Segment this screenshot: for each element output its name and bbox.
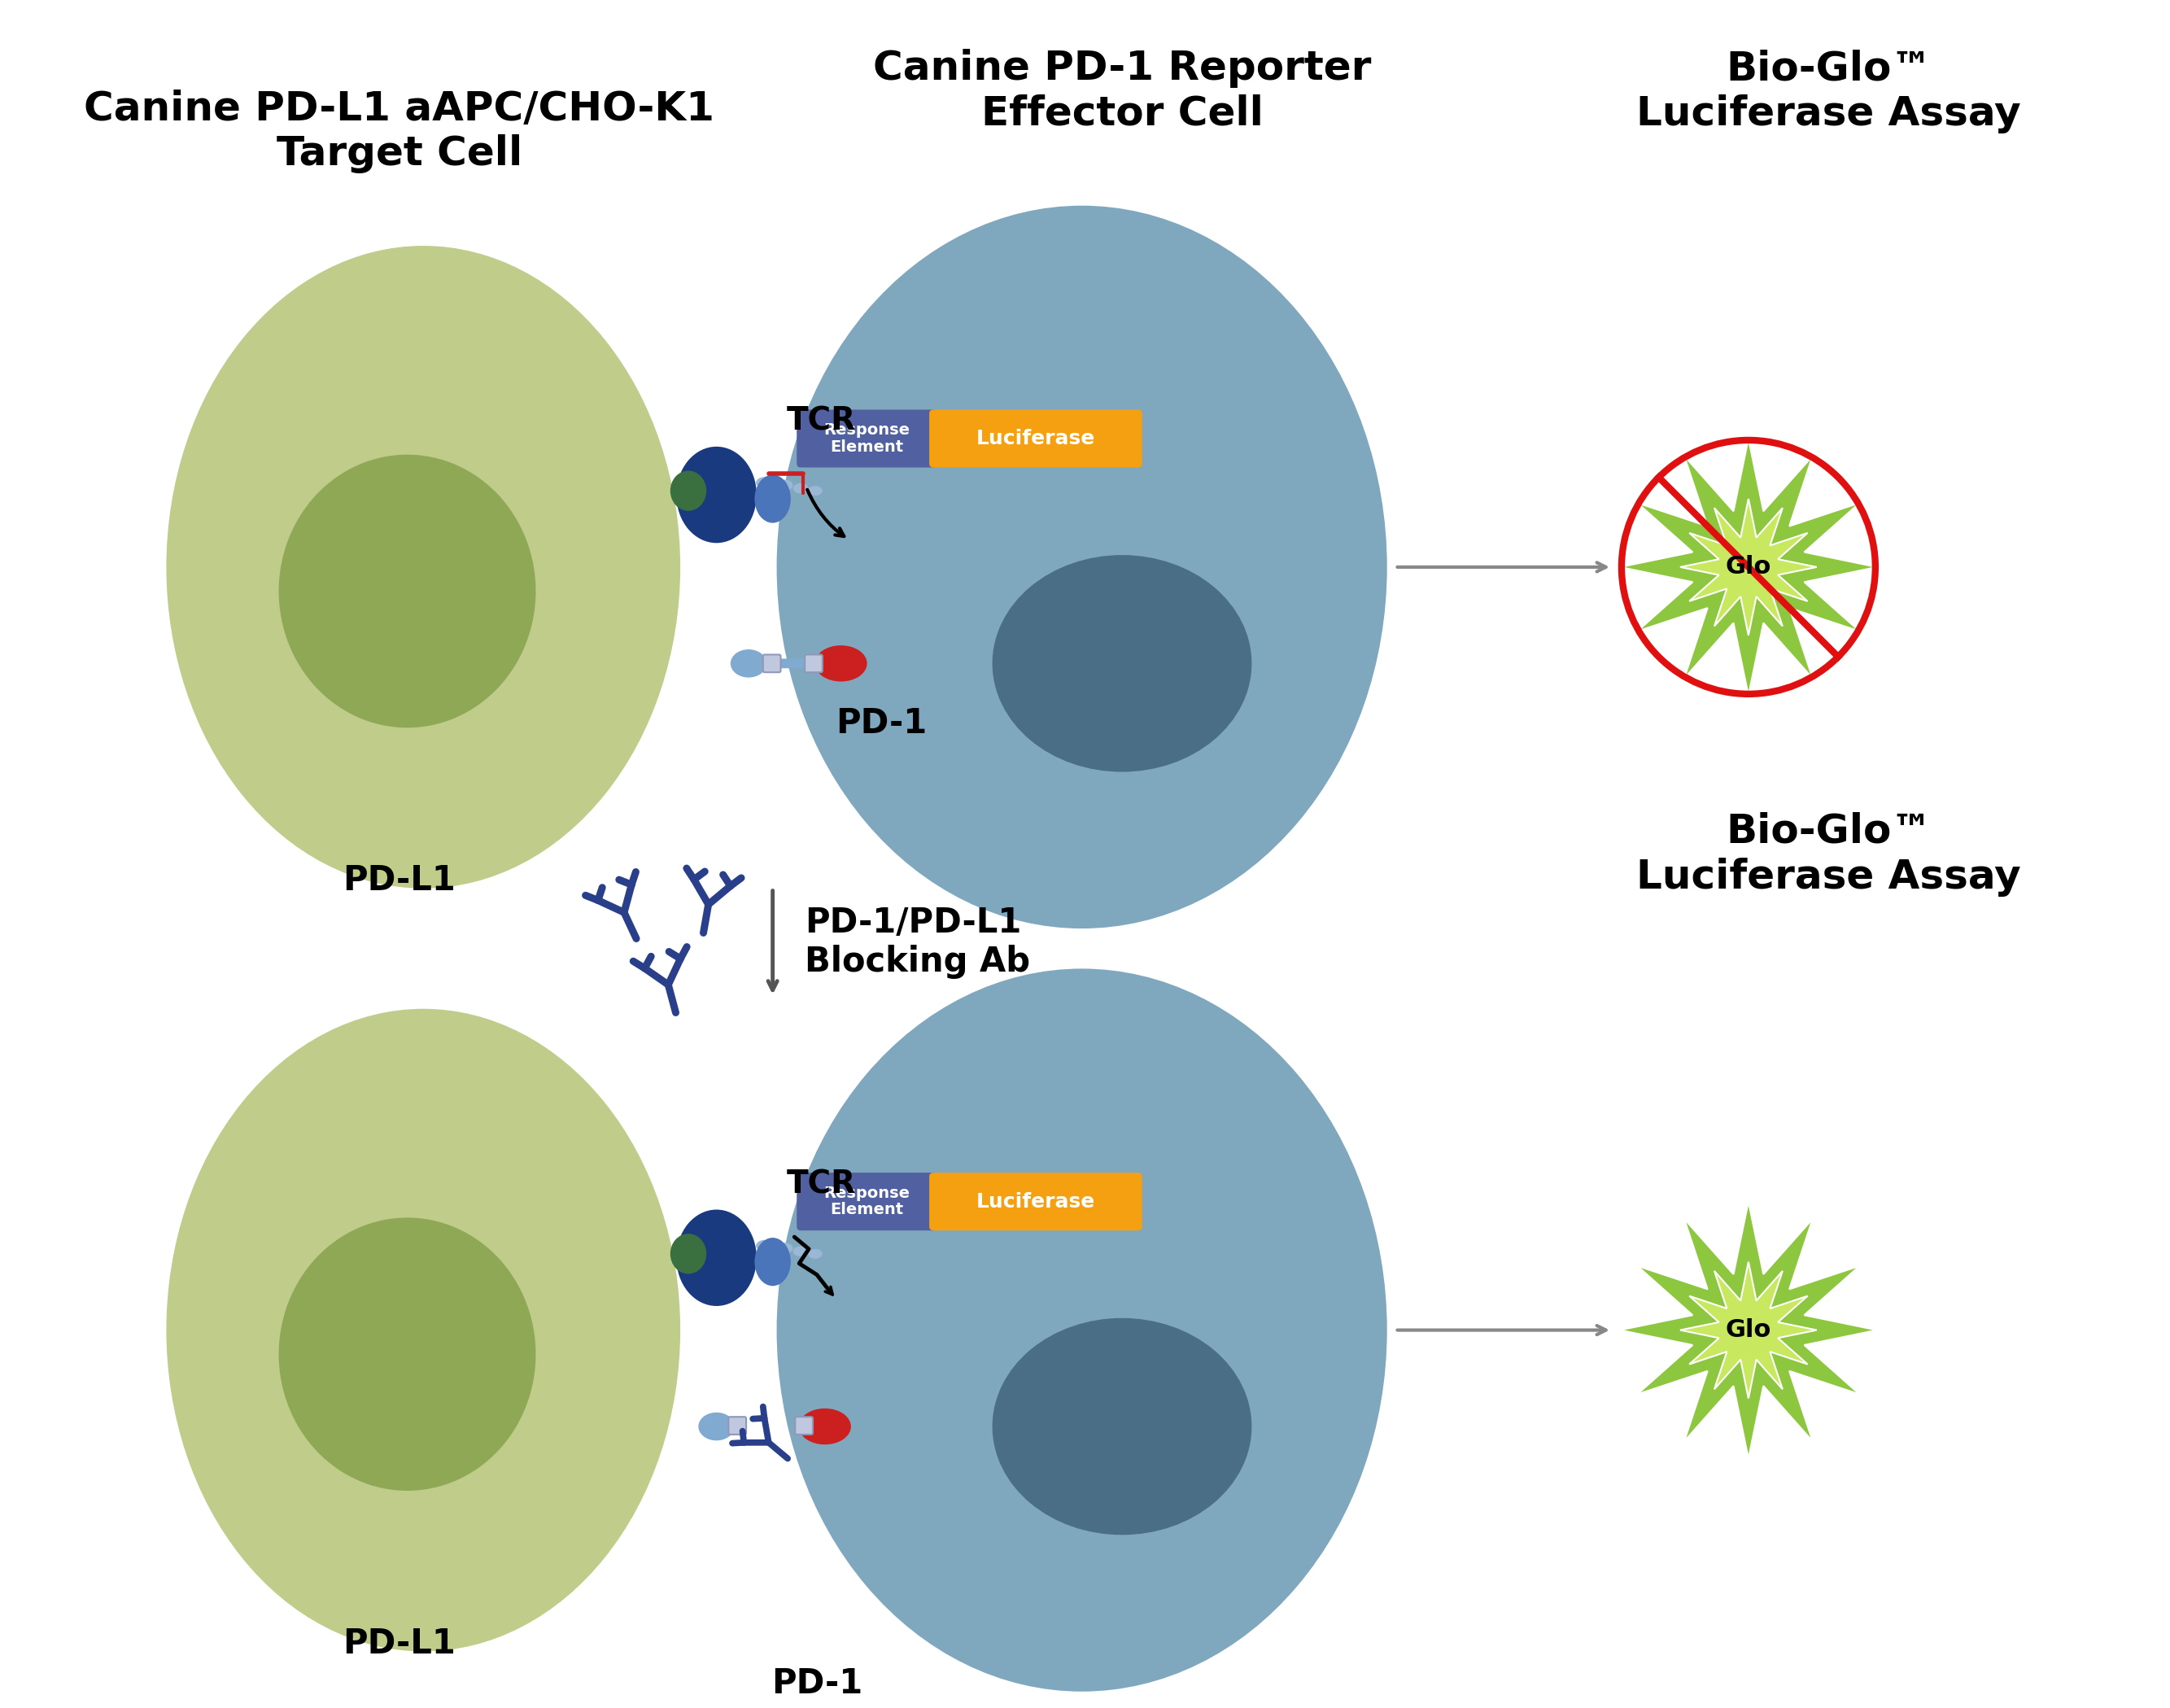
Ellipse shape [755, 477, 773, 488]
FancyBboxPatch shape [796, 1173, 937, 1230]
FancyBboxPatch shape [794, 1418, 814, 1435]
FancyBboxPatch shape [777, 659, 807, 668]
Ellipse shape [755, 1240, 773, 1252]
Polygon shape [1680, 1262, 1816, 1399]
Ellipse shape [677, 446, 757, 543]
Ellipse shape [807, 1249, 822, 1259]
Ellipse shape [699, 1413, 733, 1440]
Text: PD-L1: PD-L1 [343, 863, 456, 897]
Polygon shape [1621, 1202, 1877, 1459]
Text: PD-1/PD-L1
Blocking Ab: PD-1/PD-L1 Blocking Ab [805, 905, 1031, 979]
Ellipse shape [777, 968, 1387, 1691]
Ellipse shape [777, 1243, 792, 1254]
Ellipse shape [777, 205, 1387, 929]
Ellipse shape [167, 1009, 681, 1652]
Ellipse shape [777, 480, 792, 490]
Polygon shape [1621, 439, 1877, 695]
Polygon shape [1680, 499, 1816, 635]
Ellipse shape [671, 1233, 707, 1274]
Text: Bio-Glo™
Luciferase Assay: Bio-Glo™ Luciferase Assay [1636, 811, 2020, 897]
Ellipse shape [677, 1209, 757, 1307]
Text: TCR: TCR [786, 1168, 855, 1201]
FancyBboxPatch shape [929, 410, 1141, 468]
Text: Glo: Glo [1725, 1319, 1771, 1342]
Text: Luciferase: Luciferase [976, 1192, 1096, 1211]
Ellipse shape [814, 646, 868, 681]
Text: PD-L1: PD-L1 [343, 1626, 456, 1660]
Ellipse shape [755, 1238, 790, 1286]
Ellipse shape [792, 483, 809, 494]
Ellipse shape [792, 1247, 809, 1257]
Ellipse shape [799, 1409, 851, 1445]
Text: PD-1: PD-1 [835, 707, 927, 741]
FancyBboxPatch shape [929, 1173, 1141, 1230]
Ellipse shape [992, 1319, 1252, 1535]
Ellipse shape [755, 475, 790, 523]
FancyBboxPatch shape [729, 1418, 746, 1435]
Ellipse shape [807, 487, 822, 495]
Text: Luciferase: Luciferase [976, 429, 1096, 447]
Text: Canine PD-L1 aAPC/CHO-K1
Target Cell: Canine PD-L1 aAPC/CHO-K1 Target Cell [85, 89, 714, 174]
Ellipse shape [731, 649, 766, 678]
FancyBboxPatch shape [764, 654, 781, 673]
FancyBboxPatch shape [805, 654, 822, 673]
Text: Response
Element: Response Element [825, 1185, 909, 1218]
FancyBboxPatch shape [796, 410, 937, 468]
Ellipse shape [671, 471, 707, 511]
Ellipse shape [278, 1218, 536, 1491]
Text: Glo: Glo [1725, 555, 1771, 579]
Text: Response
Element: Response Element [825, 422, 909, 454]
Text: Canine PD-1 Reporter
Effector Cell: Canine PD-1 Reporter Effector Cell [872, 50, 1371, 133]
Ellipse shape [167, 246, 681, 888]
Text: Bio-Glo™
Luciferase Assay: Bio-Glo™ Luciferase Assay [1636, 50, 2020, 133]
Ellipse shape [992, 555, 1252, 772]
Text: PD-1: PD-1 [770, 1667, 861, 1701]
Ellipse shape [278, 454, 536, 728]
Text: TCR: TCR [786, 407, 855, 437]
